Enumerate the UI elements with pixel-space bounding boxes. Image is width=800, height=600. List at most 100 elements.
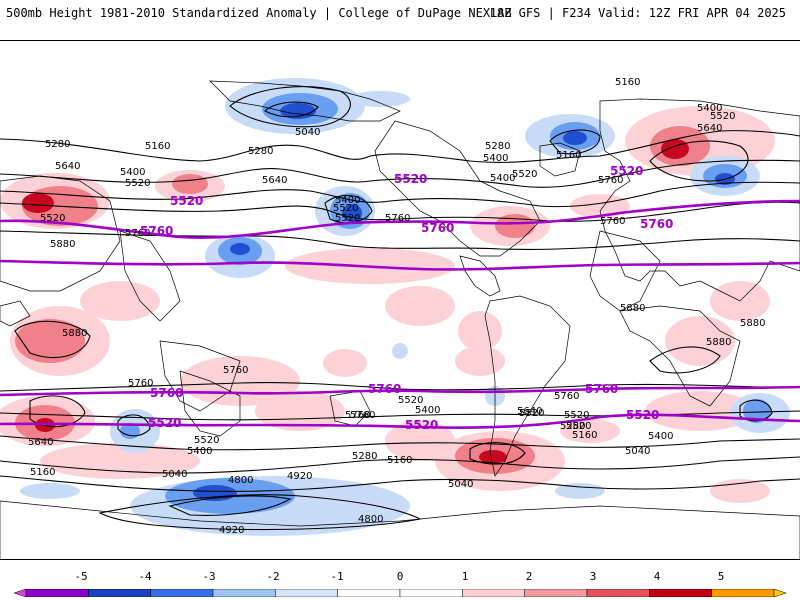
colorbar-tick: 1 <box>461 570 469 583</box>
key-label-layer: 5520 5760 5520 5760 5520 5520 5760 5760 … <box>140 164 673 432</box>
contour-label: 5040 <box>625 446 650 457</box>
contour-label: 4920 <box>287 471 312 482</box>
contour-label: 5040 <box>448 479 473 490</box>
key-contours <box>0 199 800 429</box>
contour-label: 5160 <box>387 455 412 466</box>
colorbar-segment <box>462 589 525 597</box>
key-label: 5760 <box>421 221 454 235</box>
contour-label: 5760 <box>128 378 153 389</box>
key-label: 5760 <box>140 224 173 238</box>
contour-label: 5400 <box>490 173 515 184</box>
contour-label: 5880 <box>740 318 765 329</box>
colorbar-segment <box>337 589 401 597</box>
contour-label: 5640 <box>28 437 53 448</box>
contour-label: 5520 <box>335 213 360 224</box>
contour-label: 5160 <box>572 430 597 441</box>
contour-label: 4800 <box>358 514 383 525</box>
contour-label: 5280 <box>560 421 585 432</box>
contour-label: 5040 <box>162 469 187 480</box>
key-label: 5520 <box>405 418 438 432</box>
contour-label: 5760 <box>598 175 623 186</box>
contour-label: 5520 <box>710 111 735 122</box>
contour-label: 5160 <box>145 141 170 152</box>
contour-label: 5520 <box>125 178 150 189</box>
colorbar-tick: -3 <box>202 570 216 583</box>
colorbar-tick: 3 <box>589 570 597 583</box>
colorbar-segment <box>14 589 27 597</box>
key-label: 5760 <box>150 386 183 400</box>
contour-label: 5400 <box>335 195 360 206</box>
contour-label: 5160 <box>615 77 640 88</box>
contour-label: 5160 <box>30 467 55 478</box>
map-title: 500mb Height 1981-2010 Standardized Anom… <box>6 6 512 20</box>
contour-label: 4920 <box>219 525 244 536</box>
colorbar-tick: 0 <box>396 570 404 583</box>
contour-label: 5520 <box>566 421 591 432</box>
key-label: 5760 <box>585 382 618 396</box>
contour-label: 5640 <box>262 175 287 186</box>
colorbar-tick: -2 <box>266 570 280 583</box>
colorbar-segment <box>25 589 89 597</box>
colorbar: -5 -4 -3 -2 -1 0 1 2 3 4 5 <box>0 570 800 600</box>
contour-label: 5880 <box>620 303 645 314</box>
colorbar-segment <box>399 589 463 597</box>
key-label: 5520 <box>170 194 203 208</box>
key-label: 5520 <box>626 408 659 422</box>
header: 500mb Height 1981-2010 Standardized Anom… <box>0 0 800 40</box>
contour-label: 5280 <box>45 139 70 150</box>
colorbar-segment <box>649 589 712 597</box>
colorbar-tick: 2 <box>525 570 533 583</box>
colorbar-segment <box>212 589 276 597</box>
colorbar-tick: 5 <box>717 570 725 583</box>
colorbar-tick: 4 <box>653 570 661 583</box>
contour-label: 5880 <box>706 337 731 348</box>
key-label: 5760 <box>640 217 673 231</box>
contour-label: 5640 <box>517 406 542 417</box>
contour-label: 5520 <box>564 410 589 421</box>
contour-label: 5760 <box>223 365 248 376</box>
contour-label: 5640 <box>697 123 722 134</box>
contour-label: 5520 <box>398 395 423 406</box>
contour-label: 5400 <box>648 431 673 442</box>
contour-label: 5760 <box>554 391 579 402</box>
contour-label: 5520 <box>40 213 65 224</box>
colorbar-strip <box>14 589 786 597</box>
contour-label: 5280 <box>352 451 377 462</box>
contour-label: 5280 <box>248 146 273 157</box>
contour-label: 4800 <box>228 475 253 486</box>
contour-label: 5520 <box>512 169 537 180</box>
contour-label: 5880 <box>50 239 75 250</box>
contour-label: 5760 <box>345 410 370 421</box>
contour-label-layer: 5160 5400 5520 5640 5040 5280 5160 5280 … <box>28 77 765 536</box>
contour-label: 5520 <box>333 203 358 214</box>
colorbar-segment <box>275 589 338 597</box>
colorbar-segment <box>88 589 151 597</box>
contour-label: 5640 <box>55 161 80 172</box>
key-label: 5520 <box>610 164 643 178</box>
contour-label: 5760 <box>350 410 375 421</box>
contour-label: 5400 <box>483 153 508 164</box>
map-panel: 5160 5400 5520 5640 5040 5280 5160 5280 … <box>0 40 800 560</box>
coastlines <box>0 80 800 559</box>
contour-label: 5760 <box>385 213 410 224</box>
contour-label: 5400 <box>187 446 212 457</box>
colorbar-segment <box>524 589 588 597</box>
key-label: 5520 <box>148 416 181 430</box>
anomaly-map: 5160 5400 5520 5640 5040 5280 5160 5280 … <box>0 77 800 559</box>
contour-label: 5280 <box>485 141 510 152</box>
contour-label: 5520 <box>519 408 544 419</box>
colorbar-tick: -5 <box>74 570 88 583</box>
colorbar-tick: -1 <box>330 570 344 583</box>
colorbar-segment <box>150 589 214 597</box>
contour-label: 5760 <box>600 216 625 227</box>
colorbar-tick: -4 <box>138 570 152 583</box>
colorbar-segment <box>773 589 786 597</box>
contour-label: 5040 <box>295 127 320 138</box>
key-label: 5520 <box>148 416 181 430</box>
colorbar-segment <box>711 589 775 597</box>
colorbar-segment <box>586 589 650 597</box>
anomaly-fill-layer <box>0 78 790 536</box>
contour-label: 5520 <box>194 435 219 446</box>
run-info: 18Z GFS | F234 Valid: 12Z FRI APR 04 202… <box>489 6 786 20</box>
contour-label: 5400 <box>415 405 440 416</box>
